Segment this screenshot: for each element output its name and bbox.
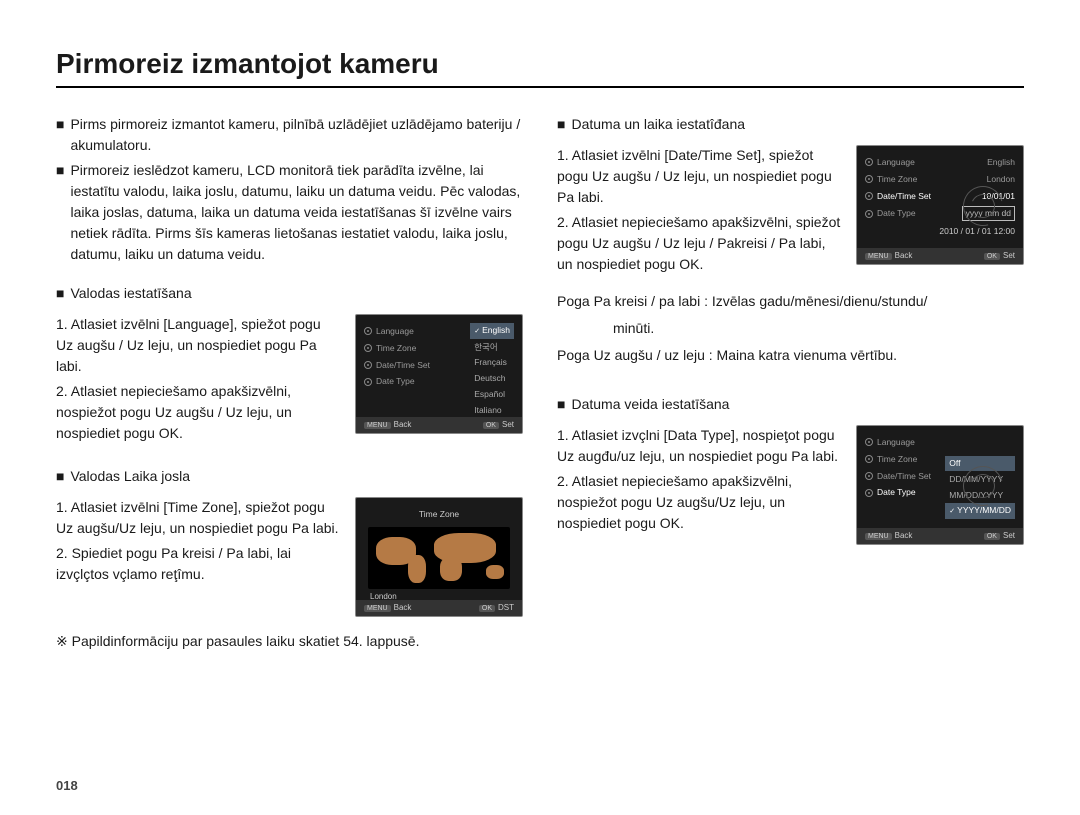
tz-heading: ■ Valodas Laika josla [56,466,523,487]
datetype-screen: Language Time Zone Date/Time Set Date Ty… [856,425,1024,545]
intro-bullet-1: ■ Pirms pirmoreiz izmantot kameru, pilnī… [56,114,523,156]
datetype-heading: ■ Datuma veida iestatīšana [557,394,1024,415]
lang-options: English 한국어 Français Deutsch Español Ita… [470,323,514,417]
square-icon: ■ [557,114,565,135]
left-column: ■ Pirms pirmoreiz izmantot kameru, pilnī… [56,114,523,652]
right-column: ■ Datuma un laika iestatîđana 1. Atlasie… [557,114,1024,652]
dt-help-1: Poga Pa kreisi / pa labi : Izvēlas gadu/… [557,291,1024,312]
intro-text-2: Pirmoreiz ieslēdzot kameru, LCD monitorā… [70,160,523,265]
lang-steps: 1. Atlasiet izvēlni [Language], spiežot … [56,314,341,448]
content-columns: ■ Pirms pirmoreiz izmantot kameru, pilnī… [56,114,1024,652]
tz-steps: 1. Atlasiet izvēlni [Time Zone], spiežot… [56,497,341,589]
dt-steps: 1. Atlasiet izvēlni [Date/Time Set], spi… [557,145,842,279]
tz-step-1: 1. Atlasiet izvēlni [Time Zone], spiežot… [56,497,341,539]
gear-icon [364,378,372,386]
page-title: Pirmoreiz izmantojot kameru [56,48,1024,88]
datetime-heading: ■ Datuma un laika iestatîđana [557,114,1024,135]
gear-icon [364,344,372,352]
dt-help-1b: minūti. [557,318,1024,339]
tz-step-2: 2. Spiediet pogu Pa kreisi / Pa labi, la… [56,543,341,585]
gear-icon [364,361,372,369]
screen-footer: MENUBack OKSet [857,248,1023,264]
tz-title: Time Zone [364,506,514,523]
page-number: 018 [56,778,78,793]
square-icon: ■ [56,283,64,304]
square-icon: ■ [56,466,64,487]
gear-icon [865,175,873,183]
type-step-1: 1. Atlasiet izvçlni [Data Type], nospieţ… [557,425,842,467]
screen-footer: MENUBack OKSet [857,528,1023,544]
square-icon: ■ [56,114,64,156]
datetime-row: 1. Atlasiet izvēlni [Date/Time Set], spi… [557,145,1024,279]
lang-step-2: 2. Atlasiet nepieciešamo apakšizvēlni, n… [56,381,341,444]
intro-text-1: Pirms pirmoreiz izmantot kameru, pilnībā… [70,114,523,156]
gear-icon [865,489,873,497]
timezone-screen: Time Zone London [GMT +00:00] 2010/01/01… [355,497,523,617]
datetime-screen: LanguageEnglish Time ZoneLondon Date/Tim… [856,145,1024,265]
tz-row: 1. Atlasiet izvēlni [Time Zone], spiežot… [56,497,523,617]
screen-footer: MENUBack OKSet [356,417,522,433]
world-map-icon [368,527,510,589]
gear-icon [865,472,873,480]
square-icon: ■ [557,394,565,415]
datetype-heading-text: Datuma veida iestatīšana [571,394,729,415]
tz-heading-text: Valodas Laika josla [70,466,190,487]
intro-bullet-2: ■ Pirmoreiz ieslēdzot kameru, LCD monito… [56,160,523,265]
lang-heading: ■ Valodas iestatīšana [56,283,523,304]
language-screen: Language Time Zone Date/Time Set Date Ty… [355,314,523,434]
gear-icon [865,158,873,166]
gear-icon [865,210,873,218]
gear-icon [364,327,372,335]
type-steps: 1. Atlasiet izvçlni [Data Type], nospieţ… [557,425,842,538]
dt-step-2: 2. Atlasiet nepieciešamo apakšizvēlni, s… [557,212,842,275]
gear-icon [865,192,873,200]
lang-step-1: 1. Atlasiet izvēlni [Language], spiežot … [56,314,341,377]
screen-footer: MENUBack OKDST [356,600,522,616]
dt-step-1: 1. Atlasiet izvēlni [Date/Time Set], spi… [557,145,842,208]
square-icon: ■ [56,160,64,265]
dt-help-2: Poga Uz augšu / uz leju : Maina katra vi… [557,345,1024,366]
datetype-row: 1. Atlasiet izvçlni [Data Type], nospieţ… [557,425,1024,545]
lang-row: 1. Atlasiet izvēlni [Language], spiežot … [56,314,523,448]
type-step-2: 2. Atlasiet nepieciešamo apakšizvēlni, n… [557,471,842,534]
gear-icon [865,438,873,446]
world-time-note: ※ Papildinformāciju par pasaules laiku s… [56,631,523,652]
gear-icon [865,455,873,463]
datetime-heading-text: Datuma un laika iestatîđana [571,114,745,135]
lang-heading-text: Valodas iestatīšana [70,283,191,304]
